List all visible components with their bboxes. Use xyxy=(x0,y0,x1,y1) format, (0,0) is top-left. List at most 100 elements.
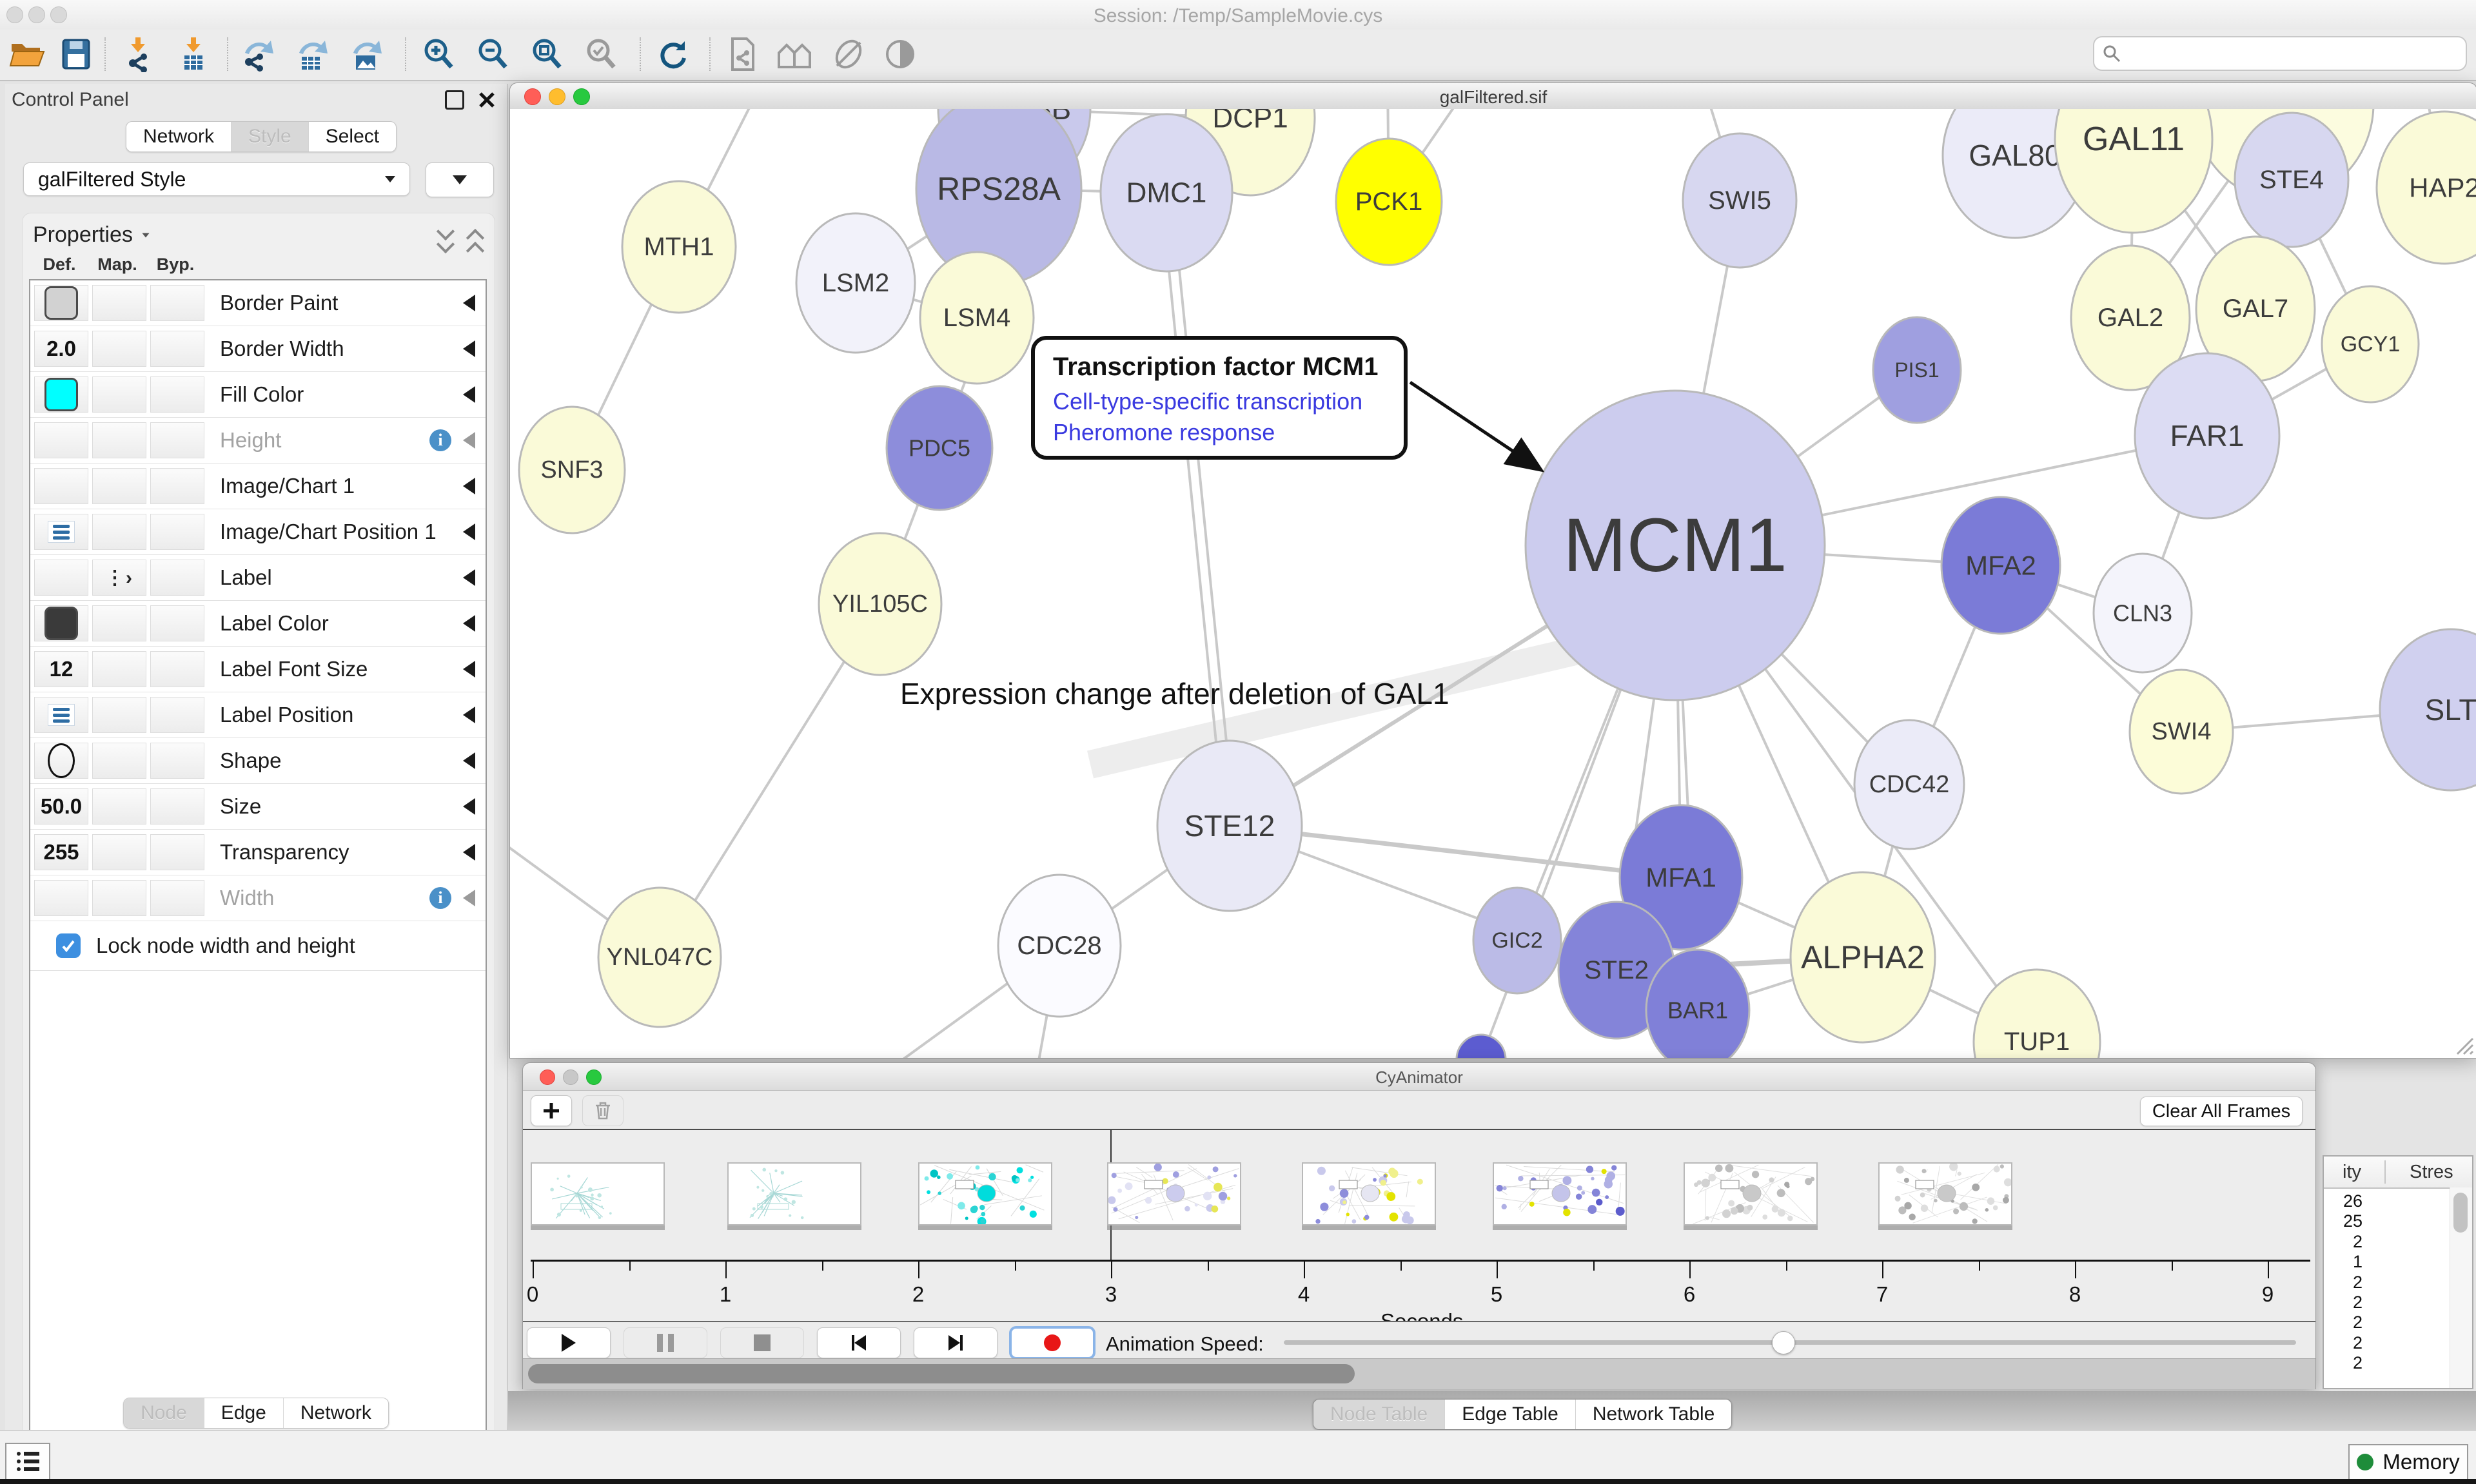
clear-all-frames-button[interactable]: Clear All Frames xyxy=(2140,1097,2303,1126)
horizontal-scrollbar[interactable] xyxy=(523,1358,2315,1389)
network-node-SLT[interactable]: SLT xyxy=(2379,628,2476,792)
open-session-icon[interactable] xyxy=(9,36,45,72)
network-window-titlebar[interactable]: galFiltered.sif xyxy=(510,83,2476,110)
mapping-cell[interactable] xyxy=(92,605,146,641)
network-node-MCM1[interactable]: MCM1 xyxy=(1524,389,1826,701)
property-row-label[interactable]: ⋮› Label xyxy=(30,555,486,601)
network-node-PDC5[interactable]: PDC5 xyxy=(885,385,994,511)
expand-row-icon[interactable] xyxy=(463,523,475,540)
default-value-cell[interactable] xyxy=(34,422,88,458)
export-network-icon[interactable] xyxy=(240,36,276,72)
tab-style[interactable]: Style xyxy=(231,122,309,151)
network-node-GAL80[interactable]: GAL80 xyxy=(1941,109,2088,239)
bypass-cell[interactable] xyxy=(150,834,204,870)
network-node-MFA2[interactable]: MFA2 xyxy=(1940,496,2061,635)
lock-checkbox[interactable] xyxy=(56,933,81,958)
network-node-PIS1[interactable]: PIS1 xyxy=(1872,316,1962,424)
tab-edge[interactable]: Edge xyxy=(204,1398,284,1428)
zoom-fit-icon[interactable] xyxy=(529,36,565,72)
column-divider[interactable] xyxy=(2384,1160,2386,1184)
property-row-width[interactable]: Width i xyxy=(30,875,486,921)
bypass-cell[interactable] xyxy=(150,605,204,641)
default-value-cell[interactable] xyxy=(34,605,88,641)
export-image-icon[interactable] xyxy=(348,36,384,72)
skip-to-end-button[interactable] xyxy=(914,1327,997,1358)
bypass-cell[interactable] xyxy=(150,514,204,550)
bypass-cell[interactable] xyxy=(150,285,204,321)
save-session-icon[interactable] xyxy=(58,36,94,72)
network-node-CLN3[interactable]: CLN3 xyxy=(2092,552,2193,674)
default-value-cell[interactable] xyxy=(34,560,88,596)
import-table-icon[interactable] xyxy=(175,36,211,72)
network-node-GAL2[interactable]: GAL2 xyxy=(2070,244,2191,391)
expand-all-icon[interactable] xyxy=(466,225,485,260)
table-column-header[interactable]: ity xyxy=(2343,1162,2361,1182)
frame-thumbnail-0[interactable] xyxy=(531,1162,665,1225)
table-scrollbar[interactable] xyxy=(2450,1187,2472,1388)
window-close-icon[interactable] xyxy=(524,88,541,105)
default-value-cell[interactable]: 2.0 xyxy=(34,331,88,367)
style-selector[interactable]: galFiltered Style xyxy=(23,162,410,196)
style-options-button[interactable] xyxy=(426,162,494,197)
scrollbar-thumb[interactable] xyxy=(528,1364,1355,1383)
table-column-header[interactable]: Stres xyxy=(2410,1162,2453,1182)
network-node-TUP1[interactable]: TUP1 xyxy=(1972,968,2101,1058)
stop-button[interactable] xyxy=(720,1327,804,1358)
info-icon[interactable]: i xyxy=(429,429,451,451)
bypass-cell[interactable] xyxy=(150,560,204,596)
memory-button[interactable]: Memory xyxy=(2348,1444,2468,1480)
tab-select[interactable]: Select xyxy=(308,122,397,151)
property-row-border-paint[interactable]: Border Paint xyxy=(30,280,486,326)
bypass-cell[interactable] xyxy=(150,697,204,733)
network-node-STE12[interactable]: STE12 xyxy=(1156,739,1303,912)
annotation-link[interactable]: Pheromone response xyxy=(1053,419,1275,445)
mapping-cell[interactable] xyxy=(92,788,146,825)
network-node-GIC2[interactable]: GIC2 xyxy=(1472,886,1562,995)
frame-thumbnail-2[interactable] xyxy=(918,1162,1052,1226)
app-zoom-icon[interactable] xyxy=(50,6,67,23)
expand-row-icon[interactable] xyxy=(463,752,475,769)
tab-node[interactable]: Node xyxy=(124,1398,204,1428)
network-node-SNF3[interactable]: SNF3 xyxy=(518,405,626,534)
default-value-cell[interactable] xyxy=(34,880,88,916)
lock-width-height-row[interactable]: Lock node width and height xyxy=(30,921,486,971)
network-node-HAP2[interactable]: HAP2 xyxy=(2375,110,2476,265)
table-cell[interactable]: 2 xyxy=(2352,1353,2363,1373)
network-canvas[interactable]: RPS28BDCP1DMC1RPS28APCK1MTH1LSM2LSM4SWI5… xyxy=(510,109,2476,1058)
table-cell[interactable]: 2 xyxy=(2352,1333,2363,1352)
window-zoom-icon[interactable] xyxy=(573,88,590,105)
speed-slider-thumb[interactable] xyxy=(1772,1331,1795,1354)
frame-thumbnail-7[interactable] xyxy=(1878,1162,2012,1225)
frame-thumbnail-5[interactable] xyxy=(1493,1162,1627,1225)
table-cell[interactable]: 2 xyxy=(2352,1293,2363,1312)
frame-thumbnail-4[interactable] xyxy=(1302,1162,1436,1225)
table-header-row[interactable]: ity Stres xyxy=(2324,1157,2472,1189)
bypass-cell[interactable] xyxy=(150,880,204,916)
tab-network[interactable]: Network xyxy=(126,122,232,151)
default-value-cell[interactable] xyxy=(34,514,88,550)
expand-row-icon[interactable] xyxy=(463,295,475,311)
mapping-cell[interactable] xyxy=(92,331,146,367)
record-button[interactable] xyxy=(1009,1326,1096,1360)
mapping-cell[interactable] xyxy=(92,834,146,870)
window-zoom-icon[interactable] xyxy=(586,1069,602,1085)
collapse-all-icon[interactable] xyxy=(436,222,455,257)
bypass-cell[interactable] xyxy=(150,422,204,458)
zoom-selected-icon[interactable] xyxy=(583,36,619,72)
property-row-fill-color[interactable]: Fill Color xyxy=(30,372,486,418)
task-history-button[interactable] xyxy=(5,1443,50,1480)
default-value-cell[interactable] xyxy=(34,743,88,779)
search-input[interactable] xyxy=(2121,43,2446,64)
network-node-YNL047C[interactable]: YNL047C xyxy=(597,886,722,1028)
add-frame-button[interactable] xyxy=(531,1095,572,1126)
network-node-SWI4[interactable]: SWI4 xyxy=(2128,669,2234,795)
network-node-ALPHA2[interactable]: ALPHA2 xyxy=(1789,871,1936,1044)
network-node-BAR1[interactable]: BAR1 xyxy=(1645,948,1751,1058)
mapping-cell[interactable] xyxy=(92,514,146,550)
table-cell[interactable]: 1 xyxy=(2352,1252,2363,1272)
expand-row-icon[interactable] xyxy=(463,661,475,678)
property-row-label-color[interactable]: Label Color xyxy=(30,601,486,647)
table-cell[interactable]: 26 xyxy=(2343,1191,2363,1211)
properties-header[interactable]: Properties xyxy=(33,222,151,248)
